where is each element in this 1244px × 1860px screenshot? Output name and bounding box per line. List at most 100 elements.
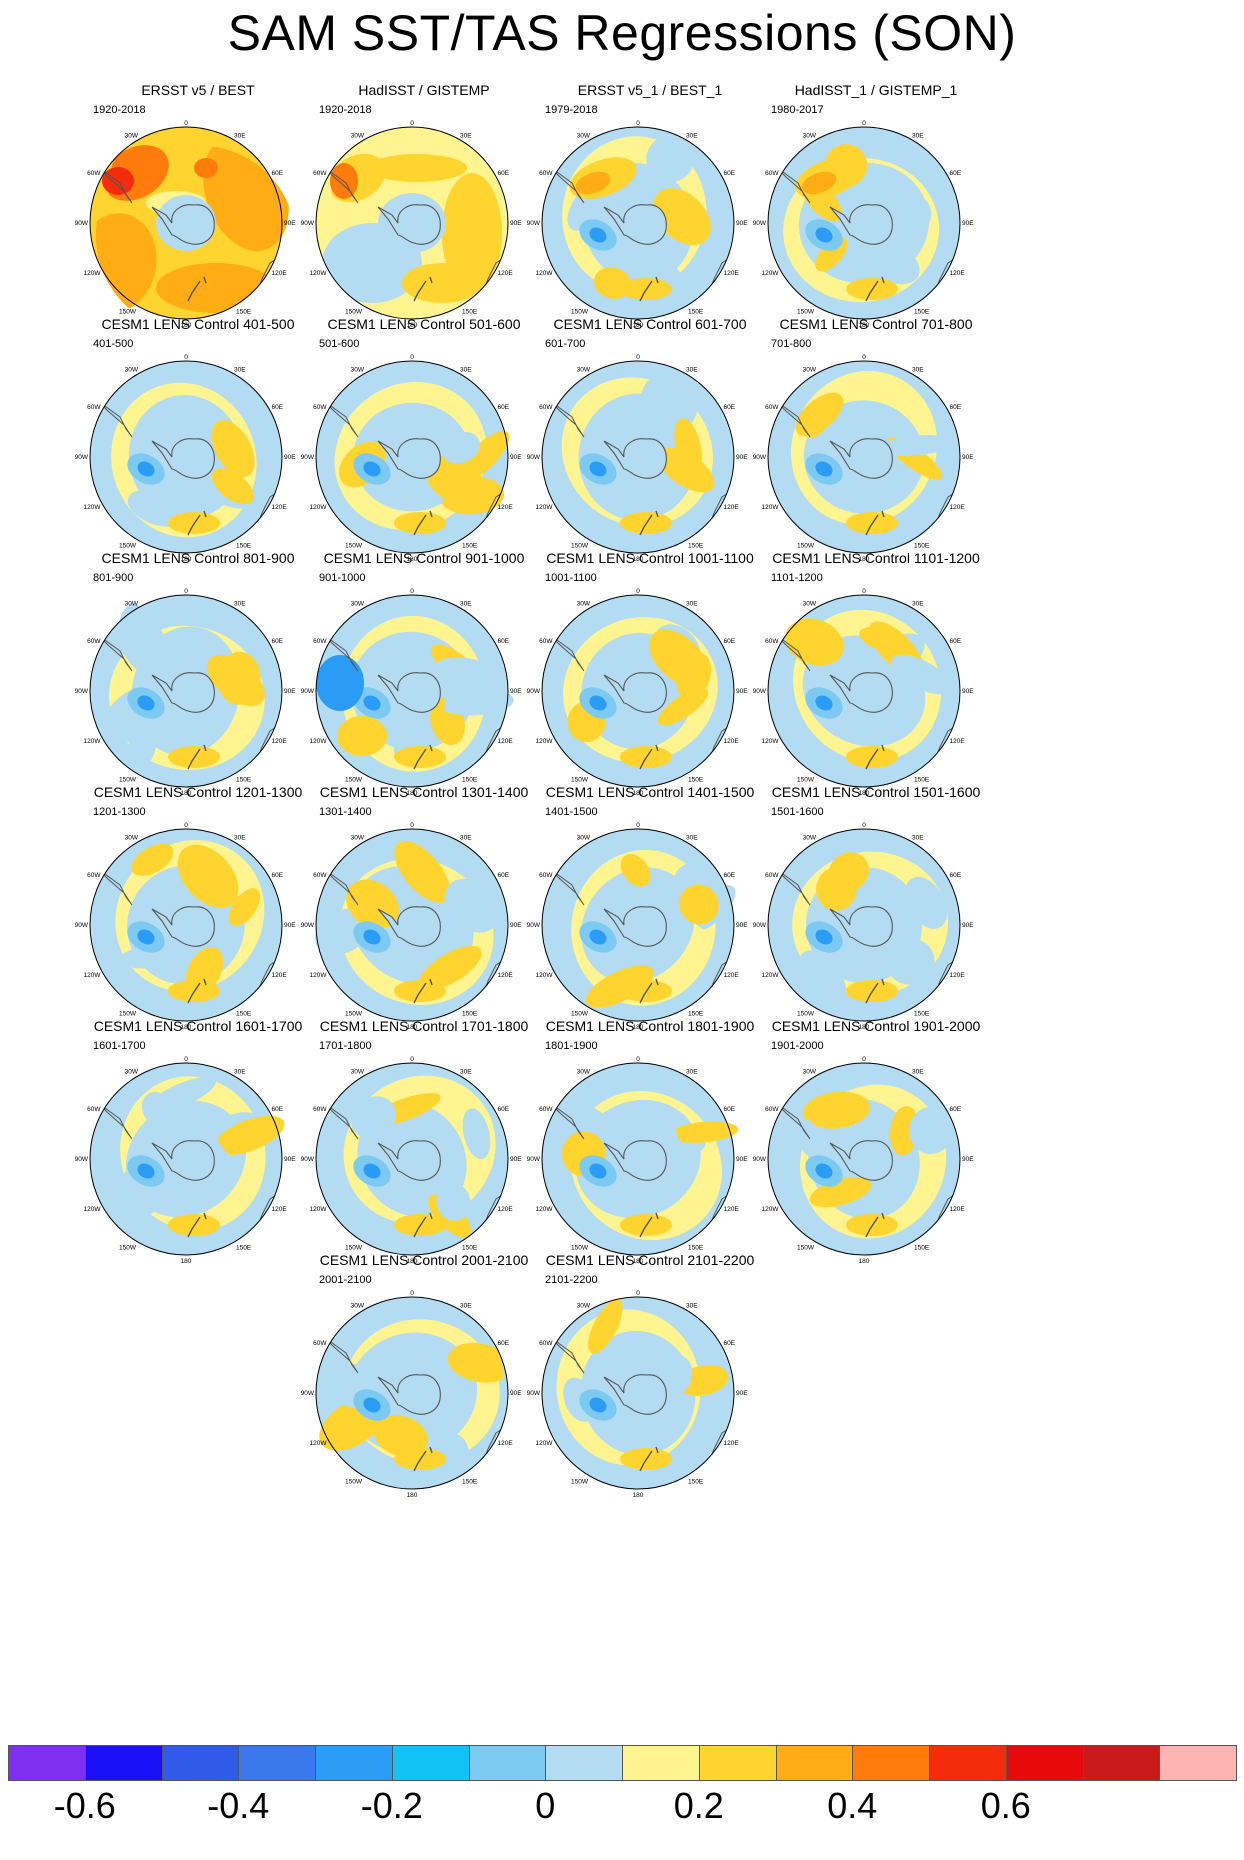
longitude-label: 0 (184, 120, 188, 127)
anomaly-patch (211, 420, 255, 478)
anomaly-patch (627, 251, 683, 283)
longitude-label: 120E (498, 972, 514, 979)
antarctica-coastline (377, 204, 441, 245)
anomaly-patch (815, 695, 833, 711)
anomaly-patch (889, 1106, 919, 1156)
longitude-label: 30W (803, 132, 817, 139)
south-america-coastline (549, 400, 585, 438)
south-america-coastline (549, 166, 585, 204)
longitude-label: 90E (284, 688, 296, 695)
longitude-label: 60E (950, 872, 962, 879)
longitude-label: 60E (724, 1106, 736, 1113)
panel-period: 901-1000 (319, 572, 366, 584)
longitude-label: 120W (83, 972, 101, 979)
map-border (89, 360, 283, 554)
polar-map: 0 180 90W 90E 30W 30E 60W 60E 120W 120E 150W 150E (753, 354, 975, 563)
panel-period: 1980-2017 (771, 104, 824, 116)
anomaly-patch (676, 652, 712, 700)
anomaly-patch (620, 854, 651, 887)
antarctica-coastline (377, 906, 441, 947)
panel-period: 401-500 (93, 338, 134, 350)
longitude-label: 60E (498, 404, 510, 411)
anomaly-patch (862, 240, 920, 285)
south-america-coastline (775, 400, 811, 438)
anomaly-patch (350, 1096, 397, 1139)
longitude-label: 60E (498, 872, 510, 879)
map-border (89, 828, 283, 1022)
longitude-label: 30W (577, 366, 591, 373)
new-zealand-coastline (865, 744, 885, 770)
panel-period: 1501-1600 (771, 806, 824, 818)
map-border (767, 360, 961, 554)
map-border (767, 828, 961, 1022)
anomaly-patch (316, 655, 364, 711)
longitude-label: 150E (462, 1479, 478, 1486)
panel-title: ERSST v5_1 / BEST_1 (577, 82, 723, 98)
polar-map: 0 180 90W 90E 30W 30E 60W 60E 120W 120E 150W 150E (527, 1056, 749, 1265)
map-border (89, 594, 283, 788)
panel-period: 1101-1200 (771, 572, 823, 584)
anomaly-patch (586, 965, 654, 1008)
longitude-label: 180 (633, 1492, 644, 1499)
map-border (315, 1062, 509, 1256)
longitude-label: 60W (539, 638, 553, 645)
colorbar-swatch (8, 1745, 86, 1781)
anomaly-patch (797, 950, 847, 1012)
longitude-label: 30E (234, 834, 246, 841)
anomaly-patch (337, 716, 387, 756)
longitude-label: 60W (313, 1340, 327, 1347)
panel-title: HadISST_1 / GISTEMP_1 (794, 82, 958, 98)
south-america-coastline (97, 166, 133, 204)
longitude-label: 0 (862, 1056, 866, 1063)
longitude-label: 120E (950, 738, 966, 745)
colorbar-swatch (545, 1745, 623, 1781)
longitude-label: 180 (633, 322, 644, 329)
longitude-label: 90W (301, 220, 315, 227)
longitude-label: 120E (950, 504, 966, 511)
longitude-label: 60E (950, 1106, 962, 1113)
longitude-label: 120W (309, 1440, 327, 1447)
longitude-label: 30W (351, 1302, 365, 1309)
anomaly-patch (402, 263, 482, 303)
longitude-label: 120W (535, 1440, 553, 1447)
longitude-label: 150W (119, 543, 137, 550)
polar-map: 0 180 90W 90E 30W 30E 60W 60E 120W 120E 150W 150E (75, 120, 297, 329)
polar-map: 0 180 90W 90E 30W 30E 60W 60E 120W 120E 150W 150E (527, 822, 749, 1031)
longitude-label: 120W (761, 738, 779, 745)
longitude-label: 120W (535, 504, 553, 511)
south-america-coastline (775, 868, 811, 906)
longitude-label: 120E (950, 972, 966, 979)
longitude-label: 180 (633, 790, 644, 797)
longitude-label: 90W (301, 688, 315, 695)
longitude-label: 60W (539, 170, 553, 177)
new-zealand-coastline (865, 276, 885, 302)
anomaly-patch (815, 227, 833, 243)
south-america-coastline (323, 1336, 359, 1374)
antarctica-coastline (377, 672, 441, 713)
longitude-label: 90E (510, 454, 522, 461)
longitude-label: 30E (912, 1068, 924, 1075)
longitude-label: 150E (914, 777, 930, 784)
longitude-label: 90W (753, 1156, 767, 1163)
anomaly-patch (418, 945, 482, 991)
longitude-label: 150W (797, 1011, 815, 1018)
colorbar-swatch (622, 1745, 700, 1781)
anomaly-patch (127, 490, 184, 527)
longitude-label: 30E (234, 600, 246, 607)
longitude-label: 180 (407, 1258, 418, 1265)
longitude-label: 120E (498, 1440, 514, 1447)
panel-title: CESM1 LENS Control 801-900 (101, 550, 295, 566)
anomaly-patch (131, 843, 174, 876)
colorbar-swatch (1005, 1745, 1084, 1781)
longitude-label: 180 (407, 556, 418, 563)
longitude-label: 60W (765, 872, 779, 879)
longitude-label: 120W (309, 504, 327, 511)
longitude-label: 90W (527, 688, 541, 695)
longitude-label: 60W (87, 872, 101, 879)
longitude-label: 30W (577, 834, 591, 841)
panel-period: 1401-1500 (545, 806, 598, 818)
anomaly-patch (367, 154, 467, 182)
colorbar-swatch (238, 1745, 316, 1781)
antarctica-coastline (829, 672, 893, 713)
longitude-label: 150W (797, 1245, 815, 1252)
